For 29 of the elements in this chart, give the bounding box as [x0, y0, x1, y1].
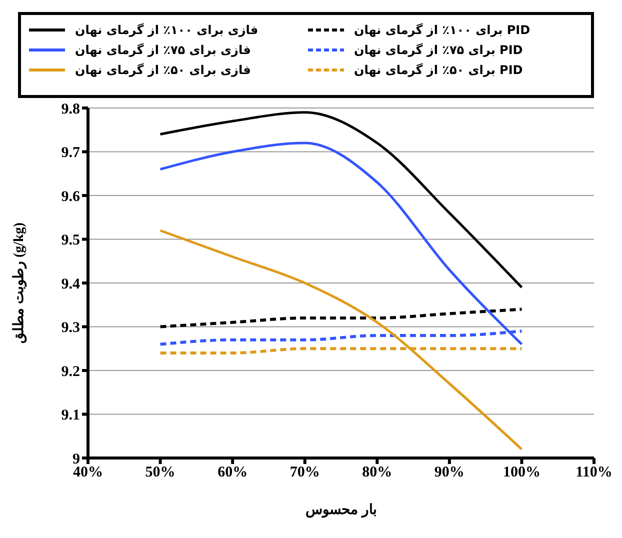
- line-series: [159, 142, 523, 346]
- x-tick-label: 110%: [576, 464, 612, 481]
- y-tick-label: 9: [72, 451, 80, 468]
- y-tick-label: 9.5: [61, 232, 80, 249]
- y-axis-title: رطوبت مطلق (g/kg): [12, 222, 27, 344]
- line-series: [158, 308, 524, 328]
- legend-label: فازی برای ۵۰٪ از گرمای نهان: [75, 63, 251, 77]
- x-tick-label: 40%: [73, 464, 103, 481]
- x-tick-label: 50%: [145, 464, 176, 481]
- legend-label: PID برای ۵۰٪ از گرمای نهان: [354, 63, 523, 77]
- x-tick-label: 80%: [362, 464, 392, 481]
- x-tick-label: 100%: [502, 464, 540, 481]
- legend-label: فازی برای ۷۵٪ از گرمای نهان: [75, 43, 251, 57]
- x-tick-label: 70%: [290, 464, 320, 481]
- x-axis-title: بار محسوس: [305, 503, 377, 518]
- y-tick-label: 9.4: [61, 276, 80, 292]
- line-series: [159, 111, 523, 289]
- y-tick-label: 9.8: [61, 101, 80, 118]
- x-tick-label: 60%: [218, 464, 248, 481]
- y-tick-label: 9.2: [61, 364, 80, 380]
- x-tick-label: 90%: [434, 464, 464, 481]
- y-tick-label: 9.3: [61, 320, 80, 336]
- line-series: [159, 229, 523, 450]
- legend-label: فازی برای ۱۰۰٪ از گرمای نهان: [75, 23, 258, 37]
- y-tick-label: 9.1: [61, 408, 80, 424]
- y-tick-label: 9.7: [61, 145, 80, 162]
- y-tick-label: 9.6: [61, 188, 80, 205]
- legend-label: PID برای ۷۵٪ از گرمای نهان: [354, 43, 523, 57]
- legend-label: PID برای ۱۰۰٪ از گرمای نهان: [354, 23, 530, 37]
